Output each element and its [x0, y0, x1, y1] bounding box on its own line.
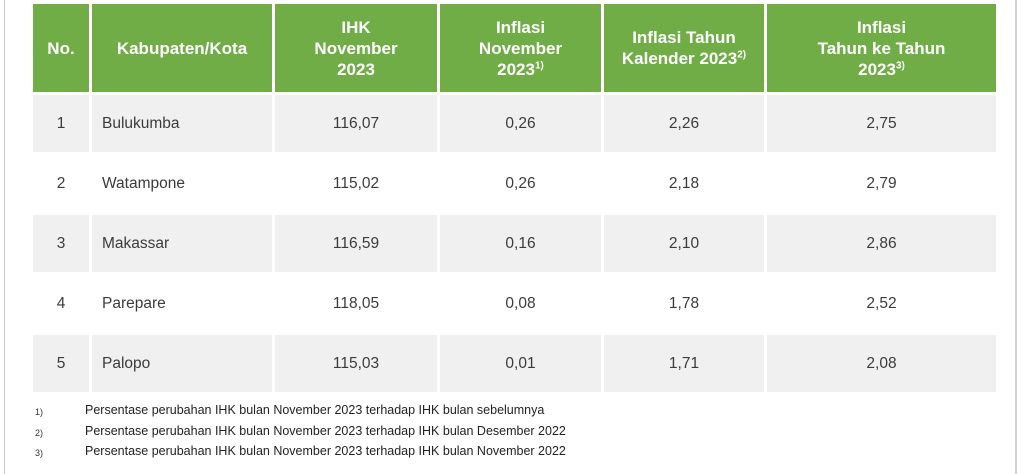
table-row: 5 Palopo 115,03 0,01 1,71 2,08 — [33, 335, 996, 392]
cell-kabupaten: Bulukumba — [92, 95, 272, 152]
cell-ihk: 115,03 — [275, 335, 437, 392]
footnote-marker: 3) — [35, 448, 44, 458]
cell-ihk: 118,05 — [275, 275, 437, 332]
cell-no: 1 — [33, 95, 89, 152]
cell-inflasi-yoy: 2,86 — [767, 215, 996, 272]
footnote-ref-1: 1) — [534, 59, 544, 71]
table-row: 2 Watampone 115,02 0,26 2,18 2,79 — [33, 155, 996, 212]
cell-no: 3 — [33, 215, 89, 272]
col-header-kabupaten-kota: Kabupaten/Kota — [92, 4, 272, 92]
col-header-no: No. — [33, 4, 89, 92]
footnote: 3) Persentase perubahan IHK bulan Novemb… — [33, 442, 566, 463]
cell-inflasi-kalender: 2,18 — [604, 155, 764, 212]
cell-inflasi-november: 0,01 — [440, 335, 601, 392]
cell-inflasi-november: 0,16 — [440, 215, 601, 272]
cell-inflasi-november: 0,08 — [440, 275, 601, 332]
cell-kabupaten: Palopo — [92, 335, 272, 392]
footnotes-block: 1) Persentase perubahan IHK bulan Novemb… — [33, 401, 566, 463]
cell-inflasi-kalender: 1,78 — [604, 275, 764, 332]
footnote: 1) Persentase perubahan IHK bulan Novemb… — [33, 401, 566, 422]
cell-kabupaten: Parepare — [92, 275, 272, 332]
cell-inflasi-yoy: 2,79 — [767, 155, 996, 212]
footnote-ref-3: 3) — [895, 59, 905, 71]
cell-no: 4 — [33, 275, 89, 332]
cell-kabupaten: Makassar — [92, 215, 272, 272]
cell-ihk: 116,07 — [275, 95, 437, 152]
footnote-marker: 2) — [35, 427, 44, 438]
cell-kabupaten: Watampone — [92, 155, 272, 212]
cell-inflasi-november: 0,26 — [440, 155, 601, 212]
cell-inflasi-yoy: 2,08 — [767, 335, 996, 392]
col-header-inflasi-tahun-kalender: Inflasi Tahun Kalender 20232) — [604, 4, 764, 92]
col-header-inflasi-tahun-ke-tahun: Inflasi Tahun ke Tahun 20233) — [767, 4, 996, 92]
inflation-table: No. Kabupaten/Kota IHK November 2023 Inf… — [30, 1, 999, 395]
col-header-label: No. — [47, 38, 75, 58]
cell-no: 2 — [33, 155, 89, 212]
footnote: 2) Persentase perubahan IHK bulan Novemb… — [33, 422, 566, 443]
footnote-text: Persentase perubahan IHK bulan November … — [85, 403, 545, 417]
right-frame-line — [1015, 0, 1017, 474]
footnote-text: Persentase perubahan IHK bulan November … — [85, 444, 566, 458]
cell-no: 5 — [33, 335, 89, 392]
cell-ihk: 116,59 — [275, 215, 437, 272]
cell-inflasi-kalender: 1,71 — [604, 335, 764, 392]
left-frame-line — [4, 0, 5, 474]
table-row: 1 Bulukumba 116,07 0,26 2,26 2,75 — [33, 95, 996, 152]
cell-ihk: 115,02 — [275, 155, 437, 212]
footnote-text: Persentase perubahan IHK bulan November … — [85, 423, 566, 438]
cell-inflasi-november: 0,26 — [440, 95, 601, 152]
table-row: 4 Parepare 118,05 0,08 1,78 2,52 — [33, 275, 996, 332]
cell-inflasi-kalender: 2,10 — [604, 215, 764, 272]
col-header-label: Kabupaten/Kota — [116, 38, 248, 58]
col-header-ihk-november-2023: IHK November 2023 — [275, 4, 437, 92]
table-row: 3 Makassar 116,59 0,16 2,10 2,86 — [33, 215, 996, 272]
col-header-inflasi-november-2023: Inflasi November 20231) — [440, 4, 601, 92]
footnote-marker: 1) — [35, 407, 44, 417]
cell-inflasi-yoy: 2,75 — [767, 95, 996, 152]
table-header-row: No. Kabupaten/Kota IHK November 2023 Inf… — [33, 4, 996, 92]
cell-inflasi-yoy: 2,52 — [767, 275, 996, 332]
inflation-table-container: No. Kabupaten/Kota IHK November 2023 Inf… — [30, 1, 999, 395]
cell-inflasi-kalender: 2,26 — [604, 95, 764, 152]
footnote-ref-2: 2) — [737, 49, 747, 61]
